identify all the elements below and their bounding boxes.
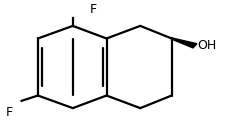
Text: F: F: [90, 3, 97, 16]
Text: OH: OH: [197, 39, 216, 52]
Text: F: F: [6, 106, 13, 119]
Polygon shape: [171, 38, 197, 48]
